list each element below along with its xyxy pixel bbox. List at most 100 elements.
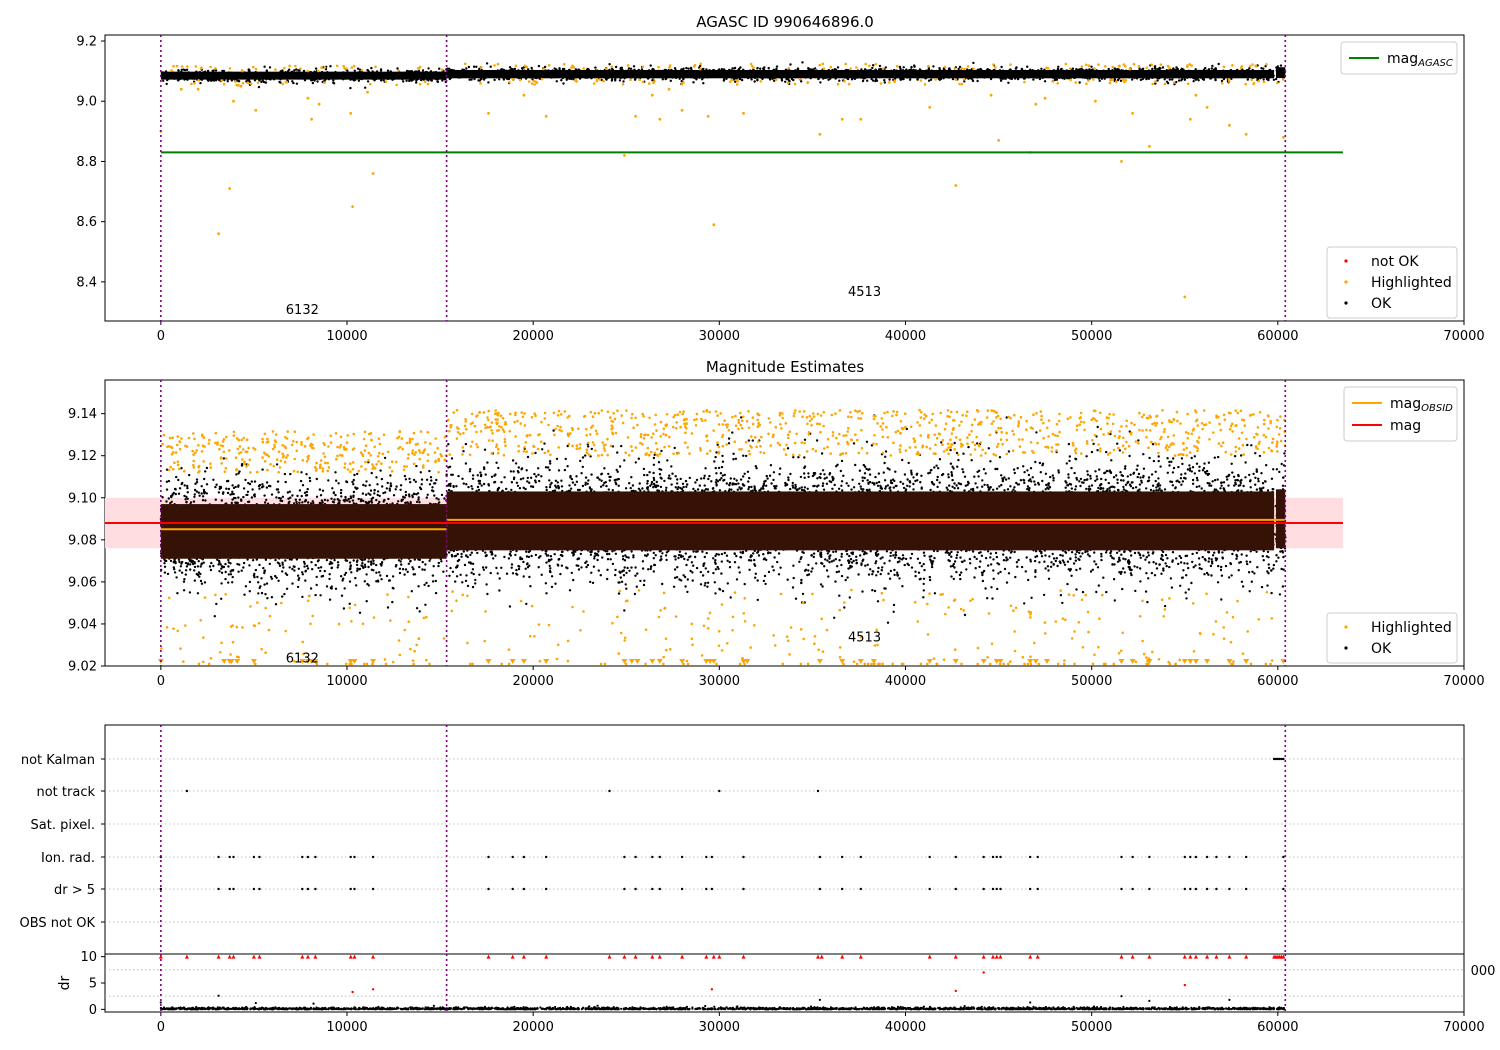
ok-point — [327, 78, 331, 81]
highlighted-point — [657, 65, 660, 69]
ok-point — [1151, 76, 1154, 80]
ok-point — [763, 69, 766, 73]
ok-point — [481, 72, 484, 76]
ok-point — [831, 76, 834, 79]
ok-point — [218, 75, 221, 78]
ok-point — [190, 72, 193, 76]
ok-point — [392, 77, 395, 81]
ok-point — [308, 479, 312, 483]
ok-point — [614, 75, 618, 79]
ok-point — [265, 78, 268, 81]
ok-point — [247, 75, 250, 78]
ok-point — [380, 578, 383, 581]
ok-point — [296, 76, 299, 79]
highlighted-point — [530, 82, 534, 85]
ok-point — [294, 498, 297, 501]
ok-point — [277, 496, 281, 500]
ok-point — [720, 68, 724, 71]
ok-point — [740, 78, 744, 82]
ok-point — [1022, 77, 1026, 80]
ok-point — [473, 77, 476, 81]
highlighted-point — [638, 78, 641, 82]
highlighted-point — [648, 82, 651, 85]
ok-point — [420, 483, 423, 486]
ok-point — [689, 73, 692, 76]
ok-point — [718, 68, 721, 71]
ok-point — [1069, 76, 1073, 79]
ok-point — [737, 68, 740, 72]
ok-point — [1196, 75, 1200, 78]
ok-point — [1004, 77, 1007, 80]
ok-point — [551, 69, 554, 72]
ok-point — [528, 73, 532, 77]
ok-point — [967, 77, 970, 80]
ok-point — [794, 75, 797, 78]
ok-point — [332, 82, 336, 85]
ok-point — [829, 77, 832, 80]
ok-point — [212, 79, 216, 82]
ok-point — [1007, 76, 1010, 79]
ok-point — [608, 62, 611, 66]
ok-point — [296, 574, 300, 577]
highlighted-point — [972, 67, 975, 70]
ok-point — [161, 71, 164, 74]
ok-point — [227, 78, 230, 81]
highlighted-point — [1276, 81, 1279, 85]
ok-point — [971, 78, 974, 81]
ok-point — [306, 487, 309, 491]
highlighted-point — [1087, 79, 1090, 82]
ok-point — [866, 74, 869, 78]
highlighted-point — [523, 64, 527, 68]
ok-point — [1177, 79, 1181, 82]
ok-point — [234, 496, 237, 500]
ok-point — [813, 69, 816, 73]
ok-point — [974, 69, 977, 73]
ok-point — [286, 73, 289, 76]
ok-point — [633, 78, 637, 81]
ok-point — [1221, 74, 1224, 77]
highlighted-outlier — [544, 114, 548, 118]
ok-point — [443, 78, 446, 81]
ok-point — [374, 77, 377, 81]
ok-point — [705, 68, 708, 71]
ok-point — [633, 75, 636, 78]
ok-point — [943, 74, 947, 77]
ok-point — [462, 68, 466, 72]
ok-point — [386, 481, 389, 485]
ok-point — [1096, 74, 1100, 77]
ok-point — [1251, 68, 1254, 72]
ok-point — [163, 565, 167, 568]
ok-point — [477, 79, 480, 82]
highlighted-point — [641, 65, 645, 68]
highlighted-outlier — [1188, 117, 1192, 121]
ok-point — [389, 75, 392, 78]
ok-point — [689, 66, 693, 70]
ok-point — [265, 74, 269, 77]
highlighted-outlier — [818, 132, 822, 136]
ok-point — [169, 71, 172, 75]
ok-point — [194, 71, 198, 74]
highlighted-outlier — [1043, 96, 1047, 100]
ok-point — [280, 75, 283, 78]
highlighted-point — [274, 68, 277, 71]
highlighted-outlier — [658, 117, 662, 121]
ok-point — [1145, 77, 1148, 81]
ok-point — [379, 469, 382, 472]
ok-point — [470, 78, 473, 81]
highlighted-point — [222, 82, 226, 86]
ok-point — [303, 491, 307, 494]
ok-point — [1265, 70, 1268, 74]
ok-point — [465, 67, 468, 70]
ok-point — [767, 66, 770, 70]
ok-point — [1103, 74, 1106, 78]
ok-point — [407, 562, 410, 565]
ok-point — [939, 73, 942, 76]
highlighted-point — [514, 64, 518, 68]
ok-point — [218, 79, 221, 82]
ok-point — [1073, 76, 1076, 80]
ok-point — [1262, 70, 1266, 74]
highlighted-outlier — [623, 154, 626, 157]
chart-title: Magnitude Estimates — [706, 358, 864, 376]
highlighted-point — [350, 66, 354, 69]
highlighted-point — [844, 62, 847, 66]
